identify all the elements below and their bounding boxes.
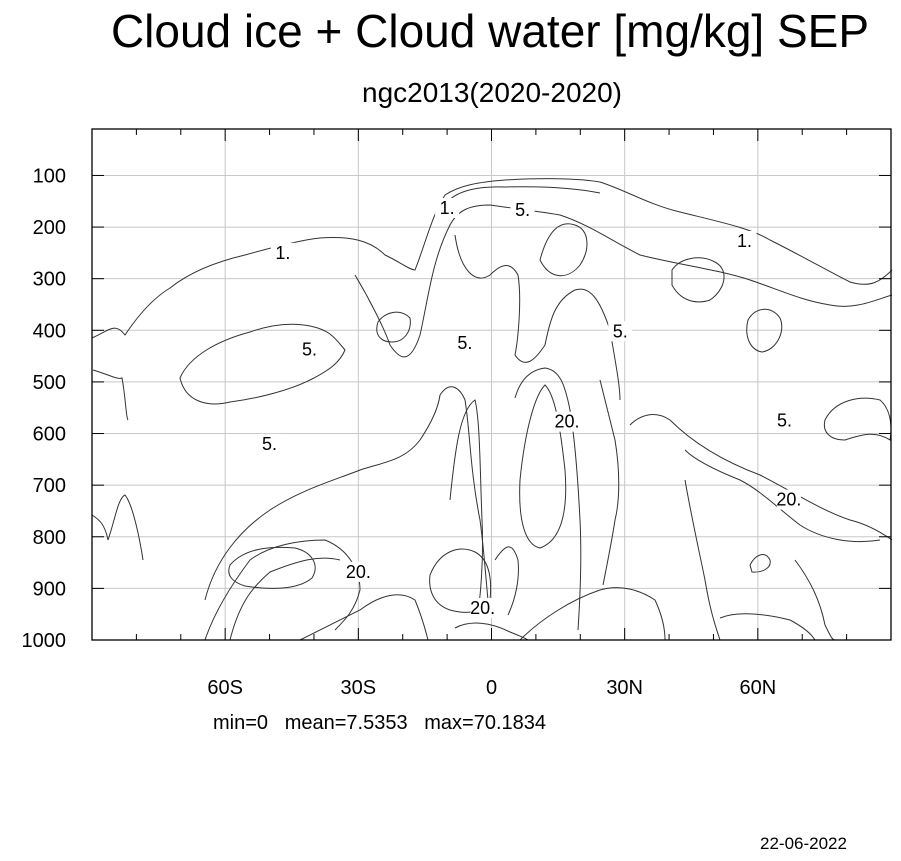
x-tick-label: 30N bbox=[606, 677, 643, 699]
contour-line bbox=[671, 257, 725, 303]
contour-label-bg bbox=[772, 410, 797, 431]
contour-line bbox=[749, 554, 771, 573]
y-tick-label: 700 bbox=[33, 475, 66, 497]
contour-line bbox=[179, 323, 346, 405]
x-tick-label: 60N bbox=[739, 677, 776, 699]
y-tick-label: 200 bbox=[33, 217, 66, 239]
contour-label-bg bbox=[776, 489, 801, 510]
contour-label-bg bbox=[257, 433, 282, 454]
axes: 60S 30S 0 30N 60N 100 200 300 400 500 600 700 800 900… bbox=[22, 129, 891, 699]
contour-label: 1. bbox=[440, 198, 455, 218]
contour-label-bg bbox=[452, 333, 477, 354]
contour-line bbox=[376, 311, 411, 343]
x-tick-label: 60S bbox=[207, 677, 243, 699]
contour-label: 1. bbox=[275, 243, 290, 263]
contour-label-bg bbox=[346, 561, 371, 582]
contour-line bbox=[91, 178, 893, 339]
y-tick-label: 1000 bbox=[22, 630, 67, 652]
chart-subtitle: ngc2013(2020-2020) bbox=[362, 77, 622, 108]
contour-label: 5. bbox=[777, 411, 792, 431]
contour-label-bg bbox=[732, 231, 757, 252]
contour-line bbox=[794, 559, 836, 641]
y-tick-label: 100 bbox=[33, 165, 66, 187]
contour-line bbox=[454, 622, 529, 641]
chart-title: Cloud ice + Cloud water [mg/kg] SEP bbox=[110, 5, 870, 57]
contour-line bbox=[229, 557, 341, 641]
contour-label: 1. bbox=[737, 231, 752, 251]
y-tick-label: 800 bbox=[33, 527, 66, 549]
contour-line bbox=[519, 587, 666, 641]
y-tick-label: 400 bbox=[33, 320, 66, 342]
contour-line bbox=[454, 234, 621, 401]
contour-line bbox=[519, 384, 567, 549]
contour-line bbox=[299, 594, 429, 641]
contour-label-bg bbox=[608, 321, 633, 342]
contour-line bbox=[494, 546, 519, 616]
contour-line bbox=[92, 369, 129, 421]
contour-line bbox=[823, 397, 892, 441]
contour-label-layer: 1. 1. 5. 1. 5. 5. 5. 20. 5. 20. 5. 20. 20. bbox=[257, 197, 801, 618]
contour-label: 5. bbox=[515, 200, 530, 220]
contour-line bbox=[629, 414, 893, 541]
contour-line bbox=[684, 479, 721, 641]
gridlines bbox=[92, 129, 891, 640]
contour-label: 5. bbox=[262, 434, 277, 454]
x-tick-label: 30S bbox=[341, 677, 377, 699]
contour-label-bg bbox=[470, 597, 495, 618]
contour-line bbox=[719, 613, 816, 641]
y-tick-label: 900 bbox=[33, 578, 66, 600]
contour-label: 20. bbox=[776, 490, 801, 510]
contour-line bbox=[514, 367, 582, 631]
contour-label-bg bbox=[435, 197, 460, 218]
contour-line bbox=[204, 539, 361, 641]
date-stamp: 22-06-2022 bbox=[760, 834, 847, 853]
y-tick-label: 600 bbox=[33, 424, 66, 446]
contour-label-bg bbox=[270, 242, 295, 263]
contour-line bbox=[444, 186, 601, 206]
contour-label: 5. bbox=[302, 339, 317, 359]
contour-lines bbox=[91, 178, 893, 641]
contour-line bbox=[449, 399, 484, 611]
contour-line bbox=[91, 494, 144, 561]
contour-label-bg bbox=[510, 200, 535, 221]
y-tick-label: 300 bbox=[33, 269, 66, 291]
contour-line bbox=[354, 204, 893, 358]
contour-label: 20. bbox=[554, 412, 579, 432]
statistics-line: min=0 mean=7.5353 max=70.1834 bbox=[213, 712, 547, 734]
contour-line bbox=[539, 223, 588, 277]
contour-label: 5. bbox=[613, 321, 628, 341]
contour-line bbox=[684, 449, 881, 543]
contour-label-bg bbox=[297, 339, 322, 360]
contour-label-bg bbox=[554, 411, 579, 432]
contour-line bbox=[746, 308, 783, 353]
contour-line bbox=[599, 379, 620, 586]
y-tick-label: 500 bbox=[33, 372, 66, 394]
contour-label: 20. bbox=[346, 562, 371, 582]
contour-label: 20. bbox=[470, 598, 495, 618]
contour-line bbox=[228, 546, 316, 589]
contour-line bbox=[204, 386, 489, 601]
x-tick-label: 0 bbox=[486, 677, 497, 699]
contour-label: 5. bbox=[457, 333, 472, 353]
